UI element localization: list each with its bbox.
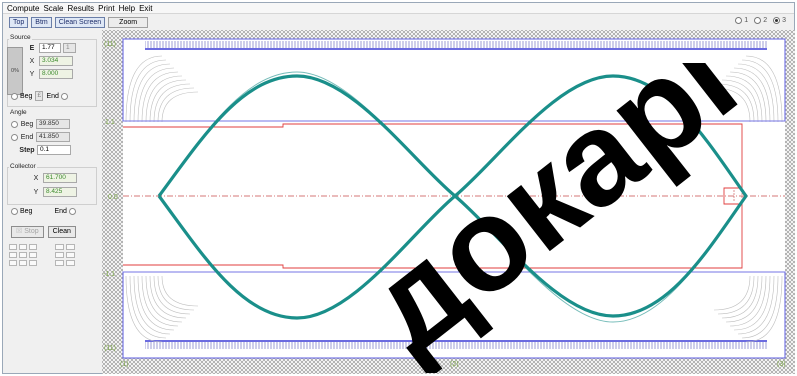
radio-icon (68, 208, 76, 215)
radio-icon (735, 17, 743, 24)
source-beg-radio[interactable]: Beg (11, 92, 33, 100)
source-x-input[interactable]: 3.034 (39, 56, 73, 66)
tick-left-top: (11) (104, 41, 116, 48)
collector-x-input[interactable]: 61.700 (43, 173, 77, 183)
source-end-marker: £ (35, 91, 44, 101)
nav-key[interactable] (9, 244, 17, 250)
source-y-input[interactable]: 8.000 (39, 69, 73, 79)
control-panel: Source 0% E 1.77 1 X 3.034 Y 8.000 Beg £… (3, 30, 101, 373)
menu-compute[interactable]: Compute (7, 3, 40, 13)
view-option-2[interactable]: 2 (754, 17, 767, 24)
tick-left-bottom: (11) (104, 345, 116, 352)
corner-field-lines (125, 55, 783, 343)
angle-end-radio[interactable] (11, 133, 18, 141)
toolbar: Top Btm Clean Screen Zoom 1 2 3 (3, 15, 794, 29)
menu-bar: Compute Scale Results Print Help Exit (3, 3, 794, 14)
source-end-radio[interactable]: End (46, 92, 68, 100)
source-e-input[interactable]: 1.77 (39, 43, 61, 53)
menu-help[interactable]: Help (118, 3, 136, 13)
view-option-1[interactable]: 1 (735, 17, 748, 24)
nav-key[interactable] (29, 252, 37, 258)
nav-key[interactable] (19, 244, 27, 250)
source-y-label: Y (29, 70, 35, 78)
angle-step-label: Step (19, 146, 35, 154)
view-radio-group: 1 2 3 (735, 17, 786, 24)
collector-dot (744, 194, 748, 198)
angle-beg-label: Beg (20, 120, 34, 128)
radio-icon (11, 92, 18, 100)
nav-key[interactable] (29, 244, 37, 250)
trajectory-plot[interactable]: (11) 1.1 0.0 -1.1 (11) (1) (2) (3) (102, 30, 795, 374)
collector-group (7, 167, 97, 205)
angle-beg-radio[interactable] (11, 120, 18, 128)
menu-exit[interactable]: Exit (139, 3, 153, 13)
radio-icon (11, 208, 18, 215)
btm-button[interactable]: Btm (31, 16, 52, 28)
stop-button-label: Stop (24, 228, 39, 235)
stop-button[interactable]: ☒ Stop (11, 226, 44, 238)
nav-key[interactable] (29, 260, 37, 266)
nav-key[interactable] (66, 260, 75, 266)
nav-key[interactable] (55, 244, 64, 250)
menu-results[interactable]: Results (67, 3, 95, 13)
nav-pad-right (55, 244, 75, 266)
collector-y-input[interactable]: 8.425 (43, 187, 77, 197)
nav-key[interactable] (55, 252, 64, 258)
collector-beg-label: Beg (20, 208, 33, 215)
angle-end-input[interactable]: 41.850 (36, 132, 70, 142)
tick-bottom-left: (1) (120, 361, 129, 368)
source-x-label: X (29, 57, 35, 65)
angle-step-input[interactable]: 0.1 (37, 145, 71, 155)
source-beg-label: Beg (20, 92, 33, 100)
clean-screen-button[interactable]: Clean Screen (54, 16, 106, 28)
tick-center: 0.0 (108, 194, 118, 201)
collector-group-label: Collector (9, 163, 37, 170)
nav-key[interactable] (19, 252, 27, 258)
tick-bottom-right: (3) (777, 361, 786, 368)
nav-key[interactable] (66, 252, 75, 258)
nav-key[interactable] (19, 260, 27, 266)
view-option-2-label: 2 (763, 17, 768, 24)
tick-left-mid: 1.1 (105, 119, 115, 126)
collector-beg-radio[interactable]: Beg (11, 208, 32, 215)
nav-key[interactable] (66, 244, 75, 250)
radio-icon (60, 92, 68, 100)
tick-bottom-mid: (2) (450, 361, 459, 368)
clean-button[interactable]: Clean (47, 226, 76, 238)
angle-group-label: Angle (9, 109, 28, 116)
top-rail (145, 41, 767, 49)
nav-key[interactable] (9, 260, 17, 266)
source-e-unit: 1 (63, 43, 76, 53)
tick-left-low: -1.1 (103, 271, 115, 278)
view-option-3[interactable]: 3 (773, 17, 786, 24)
source-e-label: E (29, 44, 35, 52)
radio-selected-icon (773, 17, 781, 24)
menu-print[interactable]: Print (98, 3, 115, 13)
menu-scale[interactable]: Scale (43, 3, 64, 13)
bottom-rail (145, 341, 767, 349)
source-group-label: Source (9, 34, 32, 41)
collector-end-label: End (54, 208, 67, 215)
view-option-3-label: 3 (782, 17, 786, 24)
beam-trajectories (157, 71, 748, 323)
collector-y-label: Y (33, 188, 39, 196)
electrode-outline (123, 123, 743, 269)
collector-end-radio[interactable]: End (54, 208, 76, 215)
view-option-1-label: 1 (744, 17, 749, 24)
nav-key[interactable] (55, 260, 64, 266)
stop-icon: ☒ (16, 228, 23, 235)
nav-key[interactable] (9, 252, 17, 258)
collector-x-label: X (33, 174, 39, 182)
angle-beg-input[interactable]: 39.850 (36, 119, 70, 129)
radio-icon (754, 17, 762, 24)
angle-end-label: End (20, 133, 34, 141)
top-button[interactable]: Top (9, 16, 29, 28)
nav-pad-left (9, 244, 37, 266)
source-indicator: 0% (7, 47, 23, 95)
zoom-button[interactable]: Zoom (108, 16, 149, 28)
source-end-label: End (46, 92, 59, 100)
